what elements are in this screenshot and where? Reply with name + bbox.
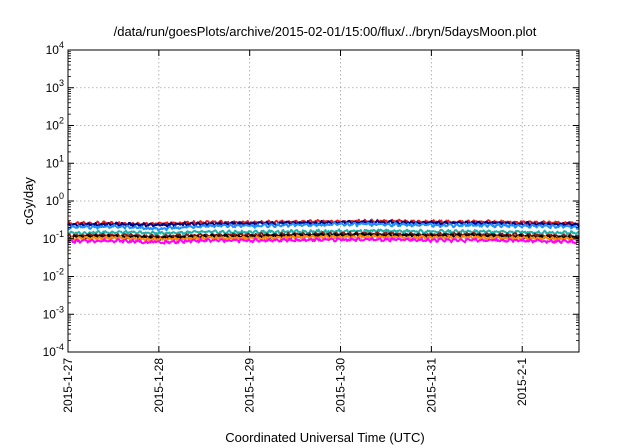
- y-tick-label: 104: [46, 40, 64, 57]
- y-tick-label: 10-4: [43, 342, 64, 359]
- x-tick-label: 2015-1-29: [243, 358, 257, 413]
- y-tick-label: 100: [46, 191, 64, 208]
- grid: [68, 50, 579, 352]
- y-tick-label: 10-2: [43, 267, 64, 284]
- x-tick-label: 2015-1-30: [334, 358, 348, 413]
- x-tick-label: 2015-1-27: [61, 358, 75, 413]
- series-line: [67, 228, 580, 236]
- y-tick-label: 10-3: [43, 304, 64, 321]
- ticks: 104 103 102 101 100 10-1 10-2 10-3 10-42015-1-27…: [43, 40, 579, 413]
- y-tick-label: 103: [46, 78, 64, 95]
- y-tick-label: 102: [46, 116, 64, 133]
- x-tick-label: 2015-2-1: [515, 358, 529, 406]
- chart-title: /data/run/goesPlots/archive/2015-02-01/1…: [114, 24, 537, 39]
- series-layer: [67, 218, 580, 245]
- y-tick-label: 101: [46, 153, 64, 170]
- series-line: [67, 221, 580, 232]
- series-line: [67, 231, 580, 240]
- x-tick-label: 2015-1-28: [152, 358, 166, 413]
- series-line: [67, 236, 580, 245]
- series-line: [67, 219, 580, 228]
- x-tick-label: 2015-1-31: [424, 358, 438, 413]
- y-tick-label: 10-1: [43, 229, 64, 246]
- y-axis-label: cGy/day: [21, 177, 36, 225]
- x-axis-label: Coordinated Universal Time (UTC): [225, 430, 424, 445]
